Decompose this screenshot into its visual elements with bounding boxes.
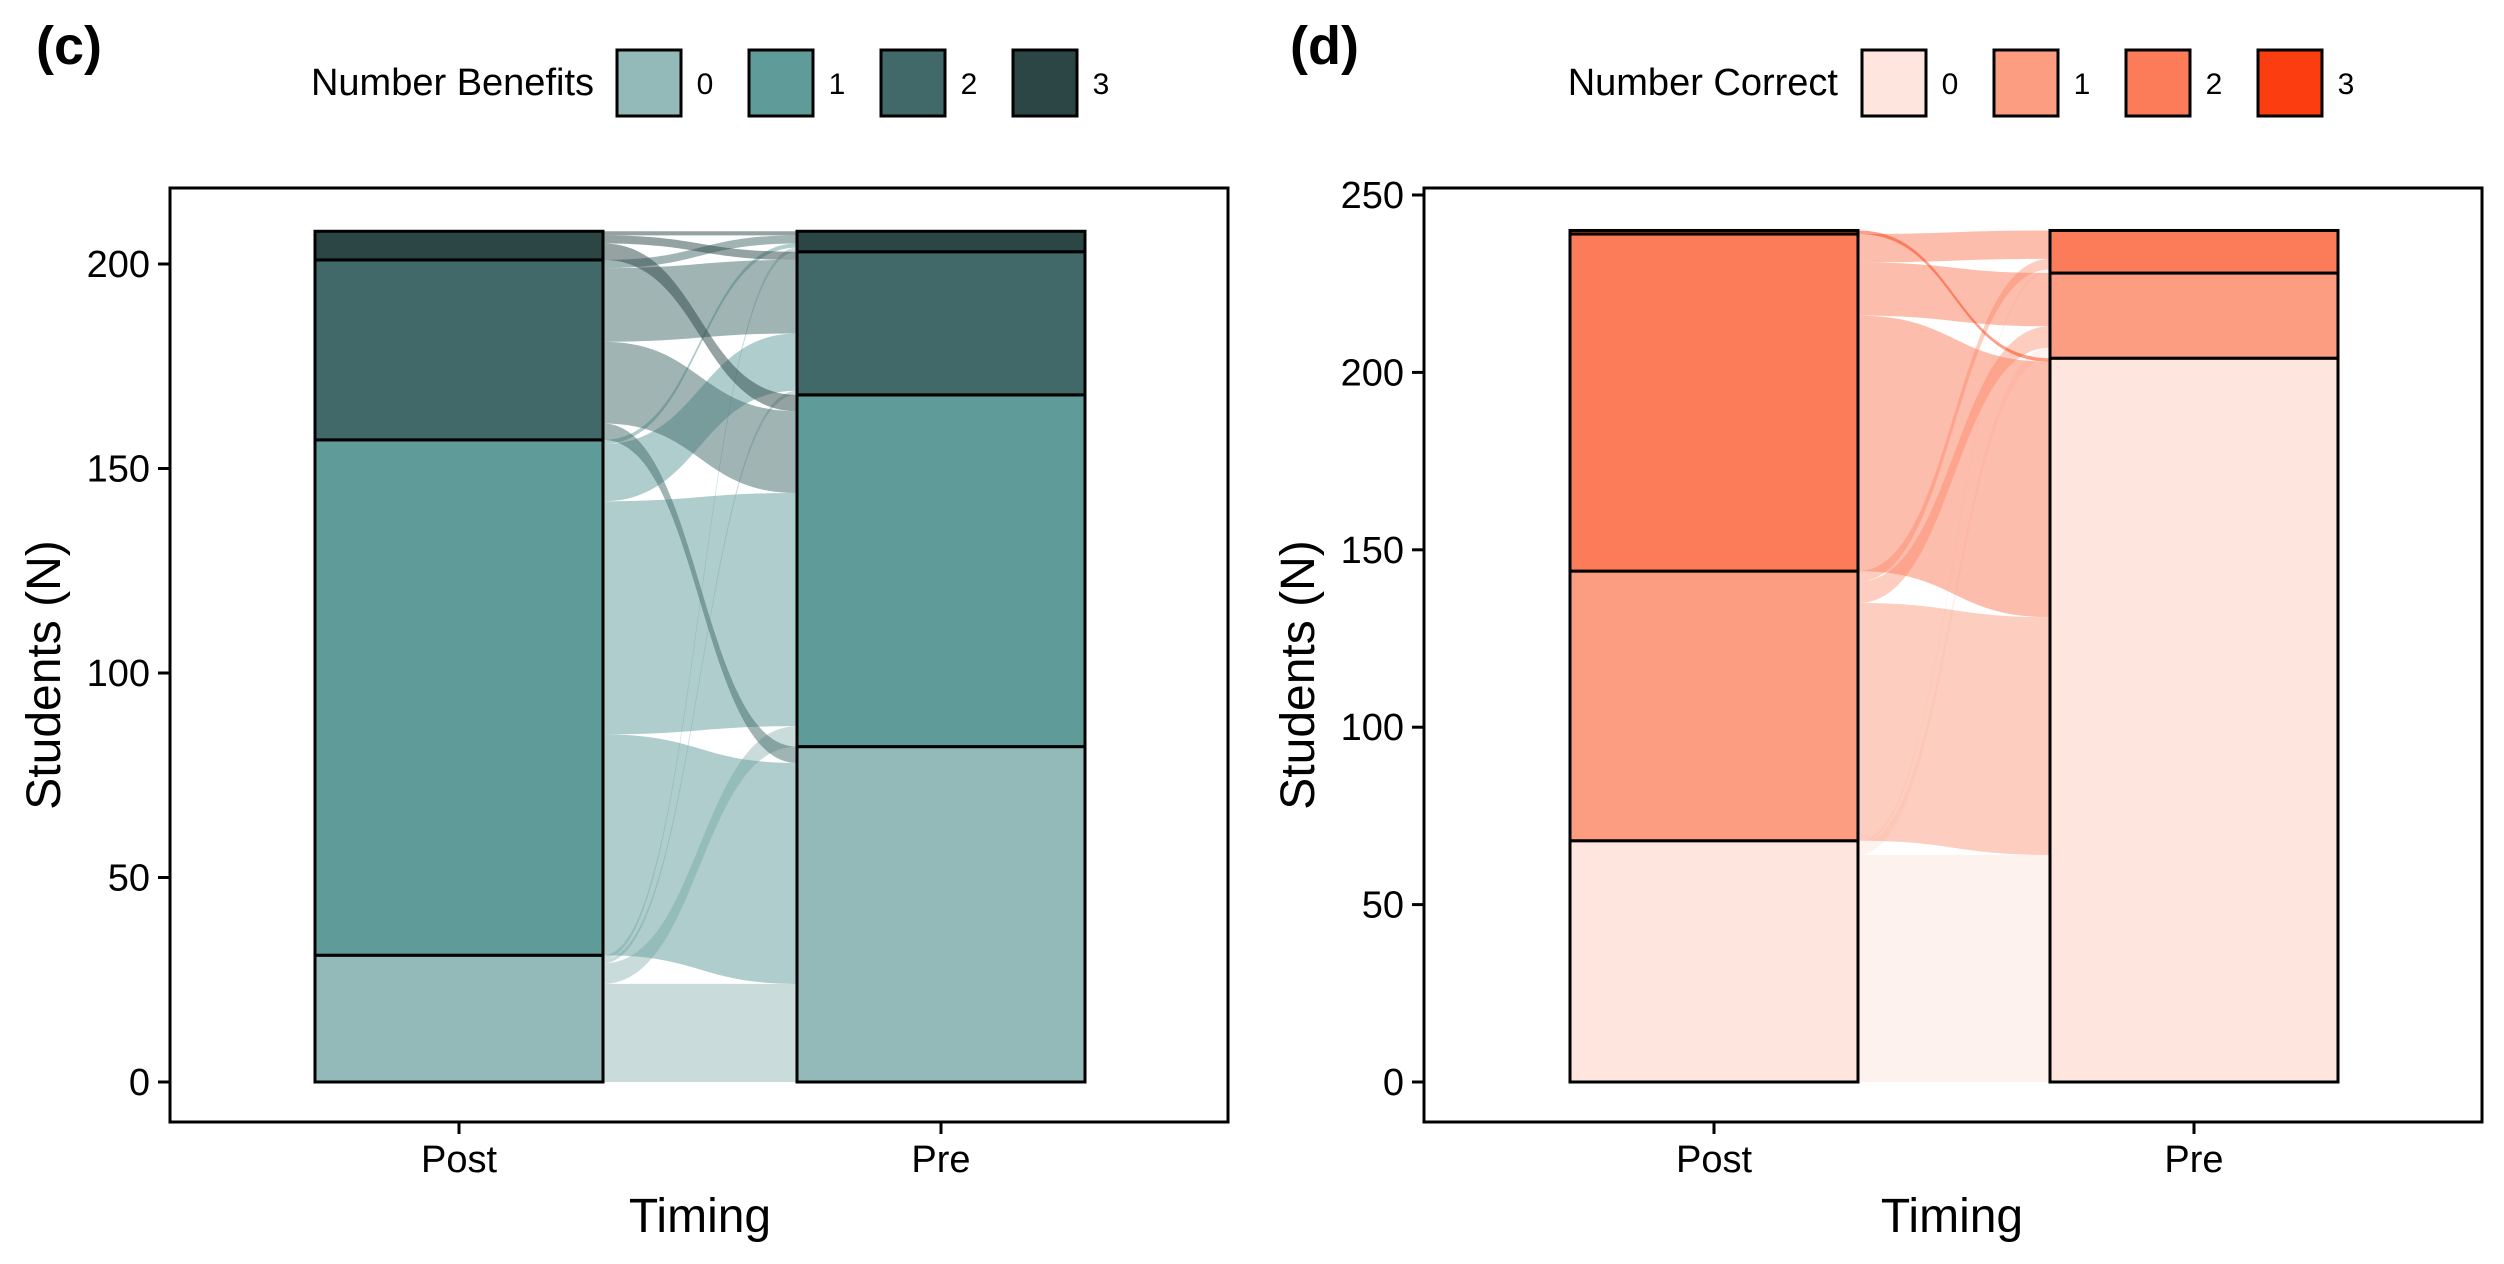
stratum <box>313 953 605 1084</box>
legend-key <box>1860 48 1928 118</box>
x-tick-label: Post <box>1676 1139 1752 1181</box>
y-tick-label: 0 <box>1383 1062 1404 1104</box>
legend-key <box>2124 48 2192 118</box>
x-tick-label: Pre <box>2164 1139 2223 1181</box>
x-tick-label: Post <box>421 1139 497 1181</box>
legend-label: 2 <box>961 68 978 101</box>
stratum <box>313 438 605 957</box>
legend-key <box>747 48 815 118</box>
stratum <box>1568 569 1860 843</box>
panel-label: (d) <box>1290 16 1359 76</box>
flow <box>603 243 797 412</box>
legend-label: 1 <box>2074 68 2091 101</box>
flow <box>603 341 797 494</box>
legend-title: Number Benefits <box>311 62 594 104</box>
y-tick-label: 100 <box>1341 707 1404 749</box>
y-axis-title: Students (N) <box>1272 540 1325 809</box>
stratum <box>795 229 1087 254</box>
legend-label: 3 <box>2338 68 2355 101</box>
x-axis-title: Timing <box>629 1190 771 1243</box>
y-tick-label: 100 <box>87 653 150 695</box>
stratum <box>2048 271 2340 360</box>
panel-c: (c) Number Benefits 0 1 2 3 0 50 100 150 200 Post Pr… <box>18 16 1230 1243</box>
stratum <box>1568 232 1860 573</box>
legend-key <box>1992 48 2060 118</box>
flow <box>1858 347 2050 855</box>
stratum <box>795 393 1087 749</box>
flow <box>603 734 797 984</box>
flow <box>603 235 797 260</box>
legend-title: Number Correct <box>1568 62 1839 104</box>
flow <box>1858 603 2050 855</box>
flow <box>1858 230 2050 263</box>
stratum <box>313 229 605 262</box>
y-tick-label: 150 <box>87 449 150 491</box>
x-axis-title: Timing <box>1881 1190 2023 1243</box>
flow <box>603 243 797 444</box>
flow <box>1858 315 2050 618</box>
y-tick-label: 200 <box>1341 352 1404 394</box>
legend-key <box>879 48 947 118</box>
stratum <box>2048 228 2340 275</box>
panel-d: (d) Number Correct 0 1 2 3 0 50 100 150 200 250 Post… <box>1272 16 2484 1243</box>
y-tick-label: 0 <box>129 1062 150 1104</box>
legend-key <box>1011 48 1079 118</box>
y-tick-label: 250 <box>1341 175 1404 217</box>
y-tick-label: 200 <box>87 244 150 286</box>
legend-key <box>615 48 683 118</box>
flow <box>603 493 797 735</box>
y-tick-label: 50 <box>1362 885 1404 927</box>
panel-label: (c) <box>36 16 102 76</box>
legend-label: 1 <box>829 68 846 101</box>
legend-label: 3 <box>1093 68 1110 101</box>
stratum <box>313 258 605 442</box>
flow <box>1858 262 2050 327</box>
flow <box>1858 230 2050 362</box>
legend-key <box>2256 48 2324 118</box>
legend-label: 0 <box>697 68 714 101</box>
legend-label: 0 <box>1942 68 1959 101</box>
y-tick-label: 150 <box>1341 530 1404 572</box>
legend-label: 2 <box>2206 68 2223 101</box>
y-axis-title: Students (N) <box>18 540 71 809</box>
flow <box>1858 854 2050 1082</box>
stratum <box>1568 228 1860 236</box>
stratum <box>795 745 1087 1084</box>
flow <box>603 259 797 342</box>
flow <box>603 983 797 1082</box>
flow <box>603 231 797 236</box>
flow <box>603 423 797 763</box>
stratum <box>795 250 1087 397</box>
x-tick-label: Pre <box>911 1139 970 1181</box>
stratum <box>2048 356 2340 1084</box>
stratum <box>1568 839 1860 1084</box>
y-tick-label: 50 <box>108 858 150 900</box>
